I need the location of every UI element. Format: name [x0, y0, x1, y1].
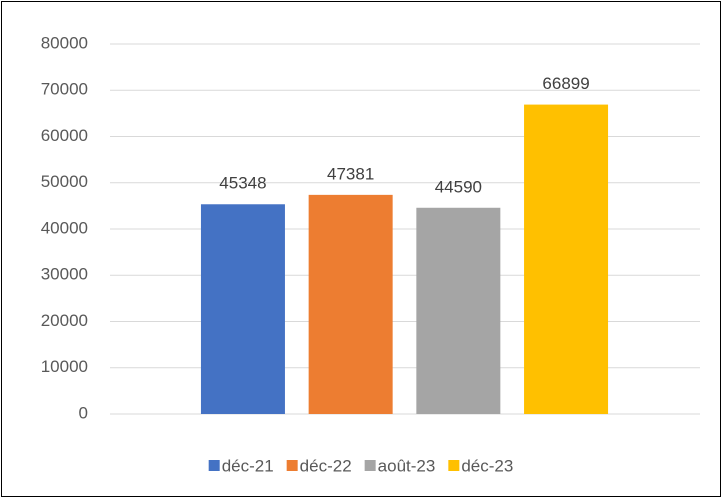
- y-tick-label: 70000: [41, 80, 88, 99]
- bar: [416, 207, 501, 414]
- legend-label: déc-21: [222, 456, 274, 475]
- data-label: 45348: [219, 174, 266, 193]
- data-label: 44590: [435, 177, 482, 196]
- y-tick-label: 0: [79, 403, 88, 422]
- y-tick-label: 60000: [41, 126, 88, 145]
- legend-label: déc-23: [461, 456, 513, 475]
- legend-swatch: [286, 460, 298, 471]
- legend-label: déc-22: [300, 456, 352, 475]
- data-label: 47381: [327, 164, 374, 183]
- legend-swatch: [448, 460, 460, 471]
- legend-swatch: [208, 460, 220, 471]
- bar: [200, 204, 285, 414]
- y-tick-label: 50000: [41, 172, 88, 191]
- y-tick-label: 40000: [41, 218, 88, 237]
- bar: [524, 104, 609, 414]
- legend-swatch: [364, 460, 376, 471]
- y-tick-label: 10000: [41, 357, 88, 376]
- bar: [308, 194, 393, 414]
- data-label: 66899: [542, 74, 589, 93]
- y-tick-label: 20000: [41, 311, 88, 330]
- y-tick-label: 80000: [41, 33, 88, 52]
- legend-label: août-23: [378, 456, 436, 475]
- y-tick-label: 30000: [41, 265, 88, 284]
